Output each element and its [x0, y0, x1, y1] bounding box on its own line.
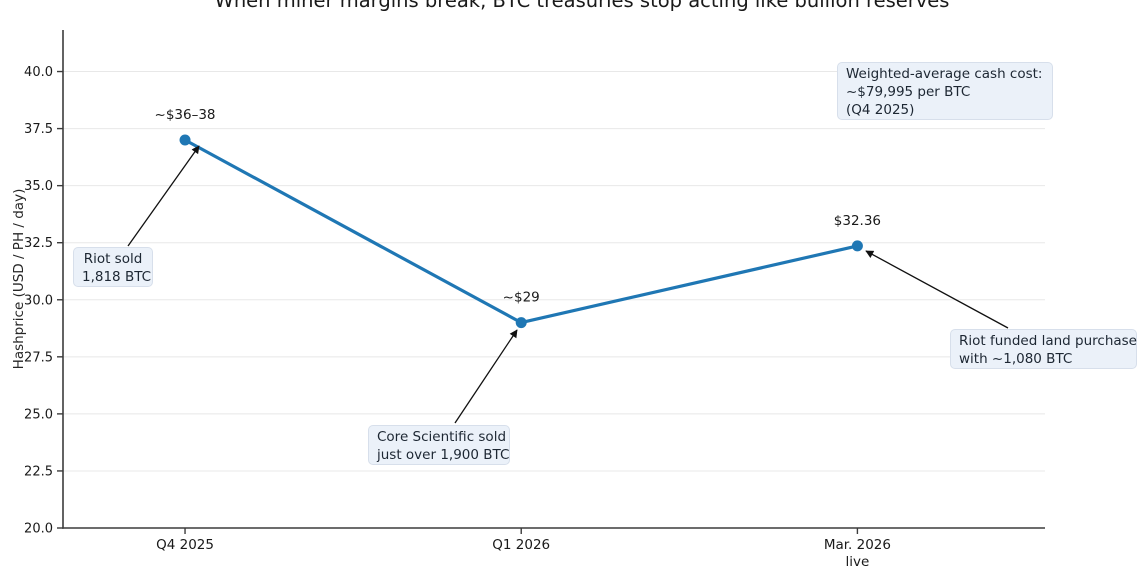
annotation-arrow	[127, 145, 200, 247]
chart-title: When miner margins break, BTC treasuries…	[214, 0, 950, 12]
y-tick-label: 20.0	[24, 522, 53, 537]
annotation-box: Riot sold 1,818 BTC	[73, 247, 153, 287]
data-point-label: ~$36–38	[155, 107, 216, 123]
annotation-box: Riot funded land purchase with ~1,080 BT…	[950, 329, 1137, 369]
data-point	[179, 134, 191, 146]
annotation-arrow	[454, 329, 518, 424]
y-tick-label: 27.5	[24, 350, 53, 365]
y-tick-label: 22.5	[24, 464, 53, 479]
data-point-label: ~$29	[503, 290, 540, 306]
data-point	[851, 240, 863, 252]
x-tick-label: Mar. 2026	[824, 537, 891, 553]
data-point	[515, 317, 527, 329]
x-tick-label: Q1 2026	[492, 537, 550, 553]
x-tick-sublabel: live	[846, 554, 870, 570]
y-tick-label: 30.0	[24, 293, 53, 308]
annotation-arrow	[865, 250, 1009, 329]
annotation-box: Weighted-average cash cost: ~$79,995 per…	[837, 62, 1053, 120]
y-tick-label: 25.0	[24, 407, 53, 422]
x-tick-label: Q4 2025	[156, 537, 214, 553]
y-tick-label: 37.5	[24, 122, 53, 137]
annotation-box: Core Scientific sold just over 1,900 BTC	[368, 425, 510, 465]
y-tick-label: 40.0	[24, 65, 53, 80]
data-point-label: $32.36	[834, 213, 881, 229]
y-tick-label: 35.0	[24, 179, 53, 194]
y-tick-label: 32.5	[24, 236, 53, 251]
